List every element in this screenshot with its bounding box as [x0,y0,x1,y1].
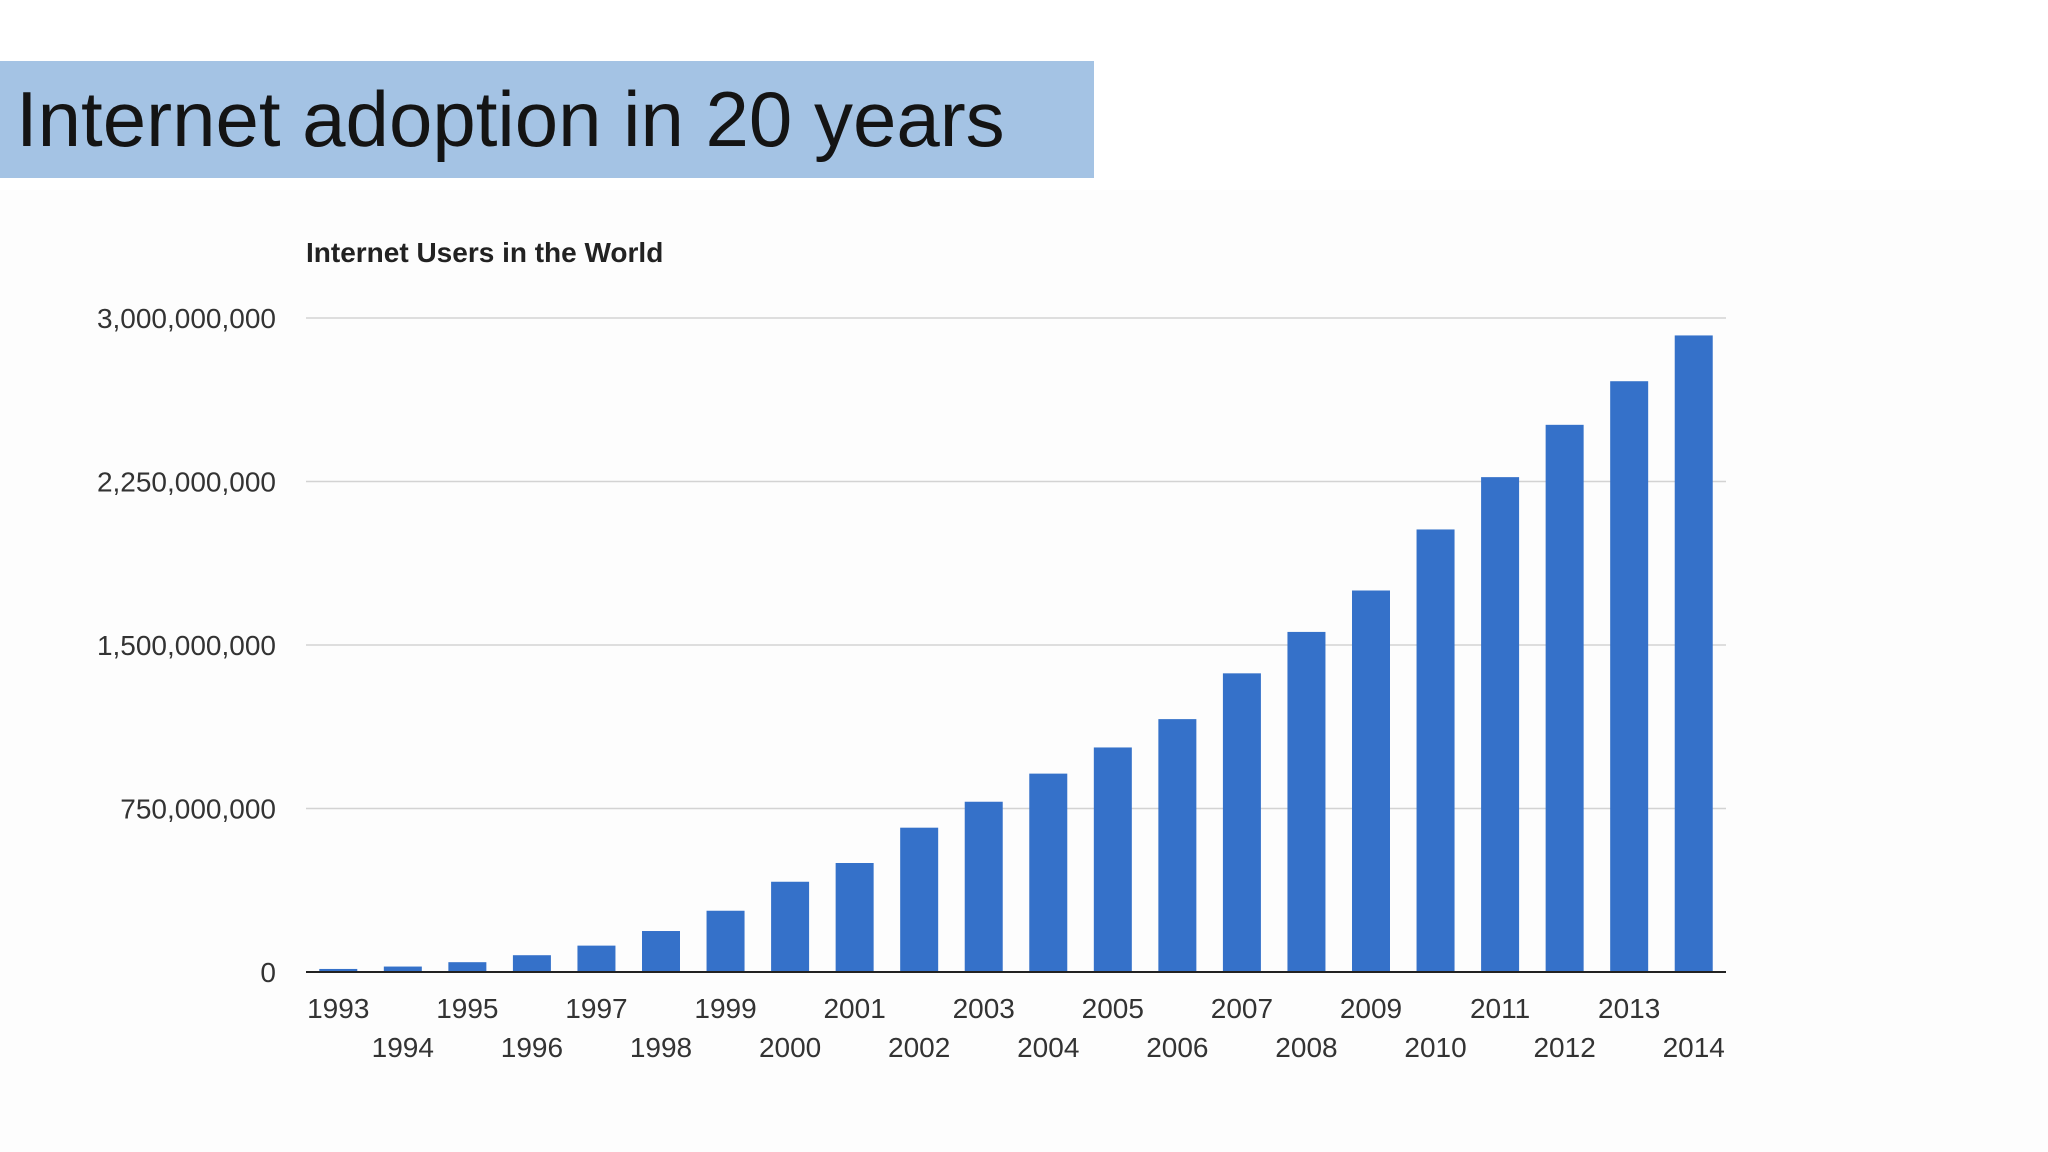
x-tick-label: 2003 [953,993,1015,1024]
bar-2010 [1416,529,1455,972]
y-tick-labels: 0 750,000,000 1,500,000,000 2,250,000,000 3,… [97,303,276,988]
x-tick-label: 1994 [372,1032,434,1063]
x-tick-label: 1998 [630,1032,692,1063]
x-tick-label: 2004 [1017,1032,1079,1063]
bar-2003 [964,801,1003,972]
bar-2004 [1029,773,1068,972]
title-banner: Internet adoption in 20 years [0,61,1094,178]
bar-2006 [1158,719,1197,972]
y-tick-label: 0 [260,957,276,988]
x-tick-label: 2006 [1146,1032,1208,1063]
x-tick-label: 1999 [694,993,756,1024]
x-tick-label: 2011 [1470,993,1530,1024]
y-tick-label: 2,250,000,000 [97,467,276,498]
bar-2002 [900,827,939,972]
x-tick-label: 1997 [565,993,627,1024]
bars [319,335,1713,973]
x-tick-label: 2005 [1082,993,1144,1024]
bar-1995 [448,962,487,972]
bar-2008 [1287,631,1326,972]
chart-title: Internet Users in the World [306,237,663,268]
bar-2012 [1545,424,1584,972]
bar-1994 [383,966,422,972]
x-tick-label: 2014 [1663,1032,1725,1063]
bar-2011 [1481,477,1520,972]
x-tick-label: 1996 [501,1032,563,1063]
y-tick-label: 750,000,000 [120,794,276,825]
bar-1993 [319,968,358,972]
x-tick-label: 2009 [1340,993,1402,1024]
x-tick-label: 2007 [1211,993,1273,1024]
x-tick-label: 2010 [1404,1032,1466,1063]
bar-2007 [1222,673,1261,972]
x-tick-label: 2013 [1598,993,1660,1024]
x-tick-label: 2008 [1275,1032,1337,1063]
bar-2000 [771,881,810,972]
bar-2005 [1093,747,1132,972]
bar-1997 [577,945,616,972]
x-tick-label: 2002 [888,1032,950,1063]
y-tick-label: 3,000,000,000 [97,303,276,334]
bar-2013 [1610,381,1649,973]
y-tick-label: 1,500,000,000 [97,630,276,661]
bar-2009 [1352,590,1390,972]
bar-1996 [512,955,551,972]
x-tick-label: 2001 [823,993,885,1024]
x-tick-label: 2012 [1533,1032,1595,1063]
bar-2014 [1674,335,1713,972]
x-tick-labels: 1993199419951996199719981999200020012002… [307,993,1725,1063]
x-tick-label: 1995 [436,993,498,1024]
slide-title: Internet adoption in 20 years [16,75,1005,163]
x-tick-label: 2000 [759,1032,821,1063]
bar-2001 [835,863,874,972]
x-tick-label: 1993 [307,993,369,1024]
bar-1998 [642,931,680,972]
bar-1999 [706,910,745,972]
